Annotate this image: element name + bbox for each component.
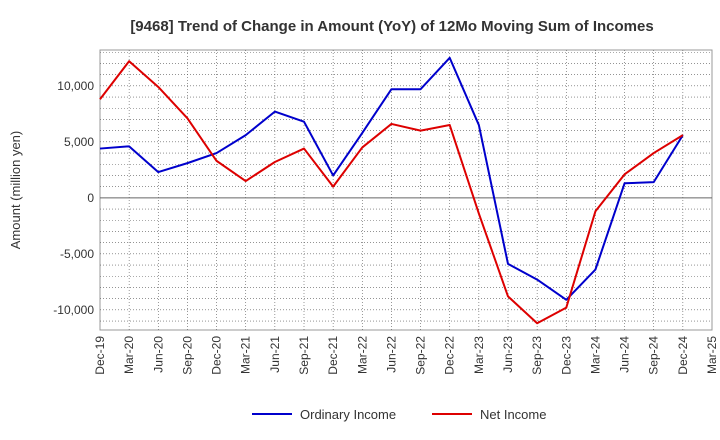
x-tick-label: Jun-24 — [618, 336, 632, 373]
x-tick-label: Dec-20 — [210, 336, 224, 375]
x-tick-label: Dec-19 — [93, 336, 107, 375]
y-tick-label: 0 — [87, 191, 94, 205]
x-tick-label: Sep-20 — [180, 336, 194, 375]
legend-label-1: Net Income — [480, 407, 546, 422]
y-tick-label: 5,000 — [64, 135, 94, 149]
x-tick-label: Sep-21 — [297, 336, 311, 375]
y-axis-label: Amount (million yen) — [8, 131, 23, 250]
y-tick-label: -10,000 — [53, 303, 94, 317]
chart-title: [9468] Trend of Change in Amount (YoY) o… — [130, 18, 653, 35]
x-tick-label: Mar-20 — [122, 336, 136, 374]
x-tick-label: Mar-23 — [472, 336, 486, 374]
grid — [100, 50, 712, 330]
series-lines — [99, 56, 684, 325]
plot-area — [99, 49, 713, 331]
y-ticks: 10,000 5,000 0 -5,000 -10,000 — [53, 79, 94, 317]
x-ticks: Dec-19 Mar-20 Jun-20 Sep-20 Dec-20 Mar-21 Jun-… — [93, 336, 719, 375]
series-line-1 — [99, 60, 684, 325]
x-tick-label: Dec-24 — [676, 336, 690, 375]
x-tick-label: Jun-22 — [384, 336, 398, 373]
x-tick-label: Mar-25 — [705, 336, 719, 374]
x-tick-label: Mar-21 — [239, 336, 253, 374]
x-tick-label: Mar-24 — [588, 336, 602, 374]
x-tick-label: Dec-22 — [443, 336, 457, 375]
x-tick-label: Sep-22 — [414, 336, 428, 375]
x-tick-label: Dec-21 — [326, 336, 340, 375]
series-line-0 — [99, 56, 684, 301]
x-tick-label: Jun-23 — [501, 336, 515, 373]
x-tick-label: Sep-24 — [647, 336, 661, 375]
y-tick-label: -5,000 — [60, 247, 94, 261]
y-tick-label: 10,000 — [57, 79, 94, 93]
x-tick-label: Mar-22 — [355, 336, 369, 374]
legend: Ordinary Income Net Income — [252, 407, 546, 422]
x-tick-label: Sep-23 — [530, 336, 544, 375]
x-tick-label: Jun-20 — [151, 336, 165, 373]
x-tick-label: Jun-21 — [268, 336, 282, 373]
x-tick-label: Dec-23 — [559, 336, 573, 375]
legend-label-0: Ordinary Income — [300, 407, 396, 422]
